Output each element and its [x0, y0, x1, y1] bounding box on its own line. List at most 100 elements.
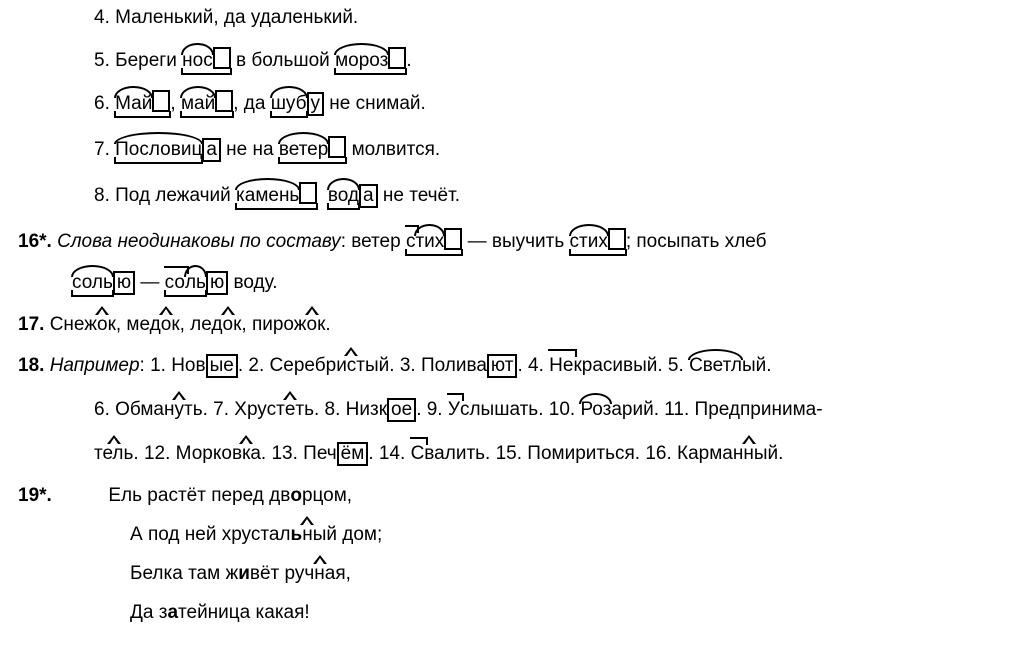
- ending-box: ю: [206, 271, 228, 295]
- text-italic: Слова неодинаковы по составу: [57, 231, 341, 252]
- item-num: 7.: [94, 139, 110, 160]
- text: к.: [317, 314, 331, 335]
- text: ть. 8. Низк: [295, 399, 387, 420]
- bold: ь: [291, 524, 303, 545]
- text: : 1. Нов: [140, 355, 206, 376]
- stem: соль: [165, 273, 206, 292]
- text: ый.: [754, 443, 784, 464]
- ending-box: [152, 90, 170, 112]
- stem: вод: [328, 186, 359, 205]
- text: : ветер: [341, 231, 406, 252]
- suffix: н: [314, 564, 325, 583]
- root: Май: [115, 94, 152, 113]
- text: слышать. 10.: [460, 399, 581, 420]
- root: ль: [185, 273, 206, 292]
- text: А под ней хрустал: [130, 524, 291, 545]
- ending-box: [444, 228, 462, 250]
- text: — выучить: [462, 231, 569, 252]
- text: Под лежачий: [115, 185, 236, 206]
- text: ый.: [742, 355, 772, 376]
- text: воду.: [228, 272, 277, 293]
- text: . 14.: [368, 443, 410, 464]
- item-num: 17.: [18, 314, 44, 335]
- text: Ель растёт перед дв: [108, 485, 290, 506]
- ending-box: [608, 228, 626, 250]
- stem: май: [181, 90, 233, 113]
- ending-box: [299, 182, 317, 204]
- ending-box: а: [359, 184, 378, 208]
- text: красивый. 5.: [573, 355, 689, 376]
- text: к, лед: [171, 314, 222, 335]
- page-content: 4. Маленький, да удаленький. 5. Береги н…: [0, 0, 1024, 622]
- root: ветер: [279, 140, 328, 159]
- prefix: Не: [549, 356, 573, 375]
- stem: мороз: [335, 47, 406, 70]
- root: Роз: [580, 400, 611, 419]
- text: Снеж: [50, 314, 97, 335]
- text: , да: [233, 93, 271, 114]
- text: ая,: [325, 563, 351, 584]
- prefix: У: [448, 400, 460, 419]
- text: арий. 11. Предпринима-: [611, 399, 822, 420]
- text: к, пирож: [233, 314, 306, 335]
- text: не снимай.: [324, 93, 426, 114]
- item-6: 6. Май, май, да шубу не снимай.: [94, 90, 1024, 116]
- stem: Пословиц: [115, 140, 202, 159]
- item-19-l2: А под ней хрустальный дом;: [130, 525, 1024, 544]
- prefix: С: [411, 444, 425, 463]
- item-19: 19*. Ель растёт перед дворцом,: [18, 486, 1024, 505]
- stem: нос: [182, 47, 231, 70]
- text: Береги: [115, 50, 182, 71]
- stem: шуб: [271, 94, 307, 113]
- stem: камень: [236, 182, 317, 205]
- text: к, мед: [108, 314, 161, 335]
- text: ый. 3. Полива: [365, 355, 487, 376]
- ending-box: [388, 47, 406, 69]
- text: вёт руч: [250, 563, 314, 584]
- suffix: н: [302, 525, 313, 544]
- item-num: 5.: [94, 50, 110, 71]
- text: . 4.: [517, 355, 549, 376]
- item-4: 4. Маленький, да удаленький.: [94, 8, 1024, 27]
- suffix: ист: [336, 356, 365, 375]
- text: . 12. Морков: [133, 443, 242, 464]
- item-18: 18. Например: 1. Новые. 2. Серебристый. …: [18, 354, 1024, 378]
- text-italic: Например: [50, 355, 140, 376]
- item-16-cont: солью — солью воду.: [72, 271, 1024, 295]
- suffix: тель: [94, 444, 133, 463]
- text: рцом,: [302, 485, 352, 506]
- item-num: 4.: [94, 7, 110, 28]
- suffix: е: [285, 400, 296, 419]
- stem: ветер: [279, 136, 346, 159]
- item-16: 16*. Слова неодинаковы по составу: ветер…: [18, 228, 1024, 251]
- root: вод: [328, 186, 359, 205]
- suffix: о: [223, 315, 234, 334]
- item-text: Маленький, да удаленький.: [115, 7, 358, 28]
- bold: о: [290, 485, 302, 506]
- root: камень: [236, 186, 299, 205]
- text: ый дом;: [313, 524, 383, 545]
- stem: Май: [115, 90, 170, 113]
- item-17: 17. Снежок, медок, ледок, пирожок.: [18, 315, 1024, 334]
- ending-box: ём: [337, 442, 369, 466]
- ending-box: ю: [113, 271, 135, 295]
- suffix: у: [175, 400, 185, 419]
- text: молвится.: [346, 139, 440, 160]
- text: . 9.: [416, 399, 448, 420]
- stem: соль: [72, 273, 113, 292]
- item-5: 5. Береги нос в большой мороз.: [94, 47, 1024, 70]
- bold: а: [167, 602, 178, 623]
- text: не течёт.: [378, 185, 460, 206]
- item-7: 7. Пословица не на ветер молвится.: [94, 136, 1024, 162]
- root: май: [181, 94, 215, 113]
- root: соль: [72, 273, 113, 292]
- stem: стих: [570, 228, 626, 251]
- item-19-l4: Да затейница какая!: [130, 603, 1024, 622]
- text: валить. 15. Помириться. 16. Карман: [424, 443, 743, 464]
- text: не на: [221, 139, 279, 160]
- text: Да з: [130, 602, 167, 623]
- prefix: со: [165, 273, 185, 292]
- root: нос: [182, 51, 213, 70]
- bold: и: [238, 563, 250, 584]
- text: тейница какая!: [178, 602, 310, 623]
